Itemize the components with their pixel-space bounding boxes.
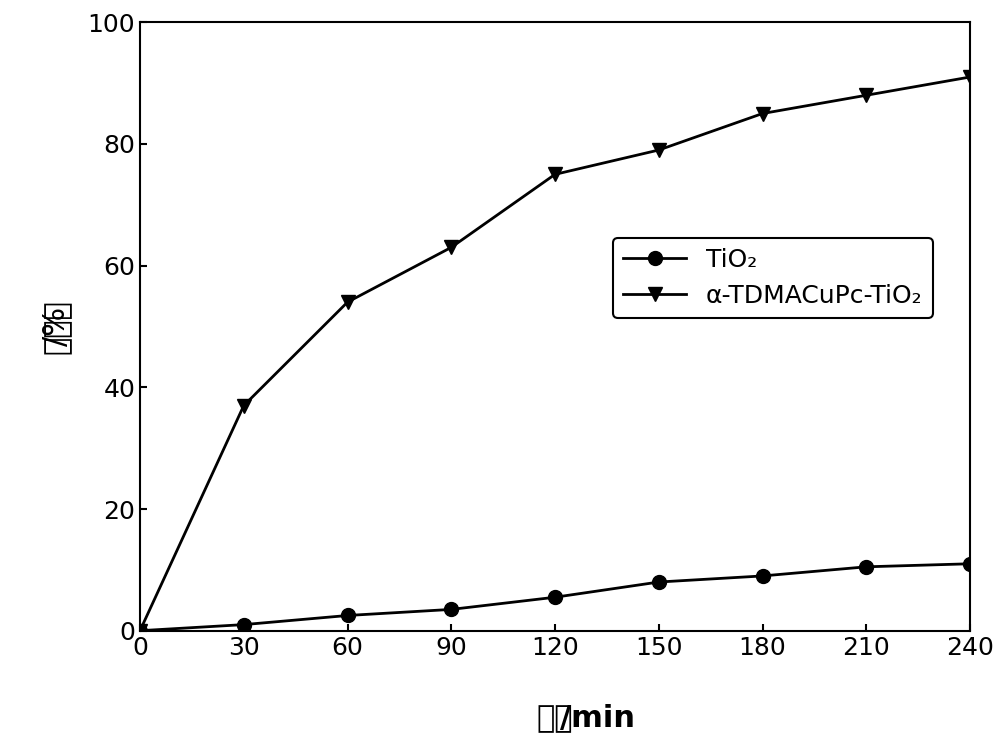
Text: 时间: 时间 xyxy=(537,703,573,732)
Text: 降解率: 降解率 xyxy=(42,299,72,354)
α-TDMACuPc-TiO₂ xyxy=(964,73,976,82)
TiO₂ xyxy=(445,605,457,614)
TiO₂ xyxy=(238,620,250,629)
TiO₂ xyxy=(653,577,665,586)
α-TDMACuPc-TiO₂ xyxy=(653,145,665,154)
TiO₂ xyxy=(860,562,872,571)
TiO₂ xyxy=(134,626,146,635)
Line: TiO₂: TiO₂ xyxy=(133,556,977,637)
α-TDMACuPc-TiO₂ xyxy=(549,170,561,179)
α-TDMACuPc-TiO₂ xyxy=(860,91,872,99)
α-TDMACuPc-TiO₂ xyxy=(134,626,146,635)
α-TDMACuPc-TiO₂ xyxy=(238,401,250,410)
Legend: TiO₂, α-TDMACuPc-TiO₂: TiO₂, α-TDMACuPc-TiO₂ xyxy=(613,237,933,318)
Text: /min: /min xyxy=(475,703,635,732)
α-TDMACuPc-TiO₂ xyxy=(445,243,457,252)
TiO₂ xyxy=(964,559,976,568)
TiO₂ xyxy=(757,571,769,580)
Text: /%: /% xyxy=(42,307,72,346)
TiO₂ xyxy=(549,593,561,602)
TiO₂ xyxy=(342,611,354,620)
α-TDMACuPc-TiO₂ xyxy=(342,298,354,306)
Line: α-TDMACuPc-TiO₂: α-TDMACuPc-TiO₂ xyxy=(133,70,977,637)
α-TDMACuPc-TiO₂ xyxy=(757,109,769,118)
